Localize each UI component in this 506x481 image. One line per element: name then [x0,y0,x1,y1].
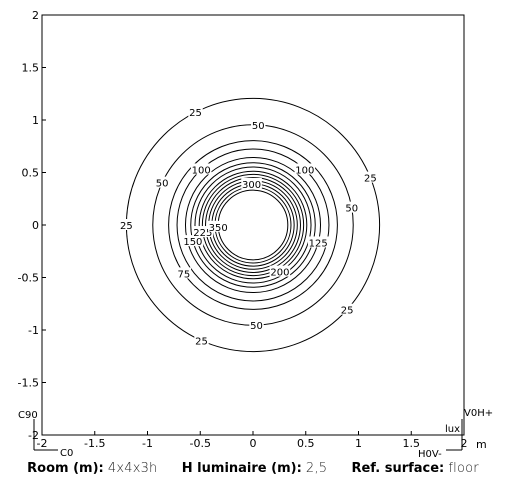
contour-label-50: 50 [156,179,169,190]
isolux-contour-225 [201,173,305,277]
contour-label-bg [207,220,229,232]
x-tick-label: 0 [250,437,257,450]
corner-annotations: C90 C0 V0H+ H0V- lux m [18,408,493,460]
contour-label-bg [249,319,264,331]
contour-label-25: 25 [189,108,202,119]
contour-label-bg [241,177,262,189]
v0h-plus-label: V0H+ [464,408,493,419]
contour-label-bg [307,236,329,248]
isolux-contour-250 [205,177,301,273]
isolux-contour-175 [194,166,312,284]
contour-label-125: 125 [309,238,328,249]
x-tick-label: 1 [355,437,362,450]
contour-label-100: 100 [192,165,211,176]
luminaire-height-key: H luminaire (m): [181,461,302,476]
room-value: 4x4x3h [107,461,158,476]
z-unit-label: lux [445,424,460,435]
h0v-minus-label: H0V- [418,449,442,460]
ref-surface-key: Ref. surface: [351,461,445,476]
plot-area-frame [41,14,465,436]
isolux-contour-125 [184,156,322,294]
contour-label-25: 25 [195,337,208,348]
contour-label-bg [154,176,170,188]
x-tick-label: -1.5 [84,437,105,450]
x-tick-label: 0.5 [297,437,315,450]
contour-label-100: 100 [295,165,314,176]
y-tick-label: -1.5 [18,377,39,390]
contour-label-bg [182,235,204,247]
luminaire-height-value: 2,5 [305,461,328,476]
x-tick-label: -2 [37,437,48,450]
contour-label-50: 50 [252,121,265,132]
y-tick-label: 0.5 [22,167,40,180]
contour-label-bg [119,219,134,230]
contour-label-25: 25 [120,221,133,232]
contour-label-350: 350 [209,223,228,234]
axis-ticks: -2 -1.5 -1 -0.5 0 0.5 1 1.5 2 2 1.5 1 0.5 0 -0.5 -1 -1.5… [18,9,468,450]
y-tick-label: 1 [32,114,39,127]
contour-label-150: 150 [183,237,202,248]
x-unit-label: m [476,438,487,451]
contour-label-50: 50 [250,321,263,332]
footer-summary: Room (m): 4x4x3h H luminaire (m): 2,5 Re… [0,461,506,481]
contour-label-25: 25 [341,306,354,317]
contour-label-bg [188,106,203,118]
isolux-contour-150 [190,162,316,288]
contour-label-bg [339,303,355,315]
y-tick-label: -0.5 [18,272,39,285]
contour-label-bg [192,226,214,238]
isolux-contour-200 [198,170,308,280]
contour-label-225: 225 [193,228,212,239]
x-tick-label: 1.5 [403,437,421,450]
contour-label-bg [344,201,359,213]
contour-label-bg [269,265,291,277]
x-tick-label: 2 [461,437,468,450]
contour-label-25: 25 [364,174,377,185]
ref-surface-value: floor [448,461,479,476]
contour-label-200: 200 [270,268,289,279]
x-tick-label: -0.5 [190,437,211,450]
contour-label-bg [190,163,212,175]
contour-label-bg [194,334,209,346]
contour-label-75: 75 [177,269,190,280]
room-key: Room (m): [27,461,104,476]
isolux-contour-75 [168,140,338,310]
contour-label-300: 300 [242,180,261,191]
c90-label: C90 [18,410,38,421]
contour-label-bg [251,118,266,130]
contour-label-50: 50 [345,204,358,215]
contour-label-bg [176,267,192,279]
y-tick-label: 1.5 [22,62,40,75]
c0-label: C0 [60,448,73,459]
contour-label-layer: 25 25 25 25 25 50 50 50 50 75 100 100 125 150 200 225 30… [119,106,378,348]
y-tick-label: 2 [32,9,39,22]
y-tick-label: -1 [28,324,39,337]
x-tick-label: -1 [142,437,153,450]
y-tick-label: 0 [32,219,39,232]
isolux-contour-100 [176,148,330,302]
contour-label-bg [294,163,316,175]
contour-label-bg [363,171,378,183]
